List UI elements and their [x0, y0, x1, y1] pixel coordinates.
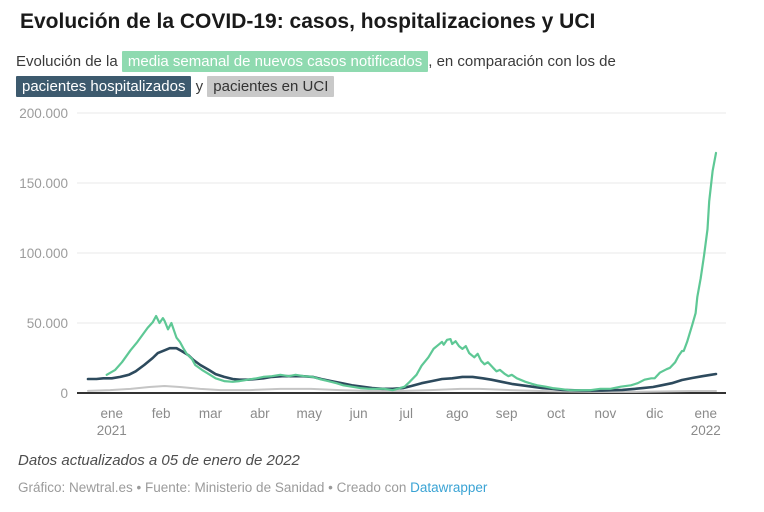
y-tick-label: 100.000 — [19, 246, 68, 261]
series-line — [105, 151, 718, 392]
y-tick-label: 50.000 — [27, 316, 68, 331]
series-line — [86, 346, 718, 392]
x-tick-year-label: 2021 — [97, 423, 127, 438]
datawrapper-link[interactable]: Datawrapper — [410, 480, 488, 495]
x-tick-label: nov — [595, 406, 617, 421]
data-updated-note: Datos actualizados a 05 de enero de 2022 — [18, 452, 300, 469]
series-line — [87, 385, 717, 393]
subtitle-middle: , en comparación con los de — [428, 53, 616, 70]
x-tick-label: ago — [446, 406, 469, 421]
legend-chip-uci: pacientes en UCI — [207, 76, 335, 97]
x-tick-label: dic — [646, 406, 664, 421]
chart-title: Evolución de la COVID-19: casos, hospita… — [20, 10, 596, 33]
chart-subtitle: Evolución de la media semanal de nuevos … — [16, 49, 756, 99]
x-tick-label: ene — [101, 406, 124, 421]
x-tick-label: ene — [695, 406, 718, 421]
line-chart: 0 50.000 100.000 150.000 200.000 ene 2021 feb ma… — [0, 100, 764, 440]
x-tick-year-label: 2022 — [691, 423, 721, 438]
x-tick-label: abr — [250, 406, 270, 421]
x-tick-label: may — [296, 406, 322, 421]
subtitle-conjunction: y — [191, 78, 208, 95]
x-tick-label: oct — [547, 406, 565, 421]
credits-line: Gráfico: Newtral.es • Fuente: Ministerio… — [18, 480, 487, 495]
legend-chip-hospitalizados: pacientes hospitalizados — [16, 76, 192, 97]
y-tick-label: 0 — [60, 386, 68, 401]
x-tick-label: sep — [496, 406, 518, 421]
x-tick-label: jul — [399, 406, 414, 421]
x-tick-label: feb — [152, 406, 171, 421]
x-tick-label: mar — [199, 406, 223, 421]
subtitle-prefix: Evolución de la — [16, 53, 122, 70]
legend-chip-casos: media semanal de nuevos casos notificado… — [121, 51, 429, 72]
y-tick-label: 200.000 — [19, 106, 68, 121]
plot-svg: 0 50.000 100.000 150.000 200.000 ene 2021 feb ma… — [19, 106, 726, 438]
credits-text: Gráfico: Newtral.es • Fuente: Ministerio… — [18, 480, 411, 495]
y-tick-label: 150.000 — [19, 176, 68, 191]
x-tick-label: jun — [349, 406, 368, 421]
